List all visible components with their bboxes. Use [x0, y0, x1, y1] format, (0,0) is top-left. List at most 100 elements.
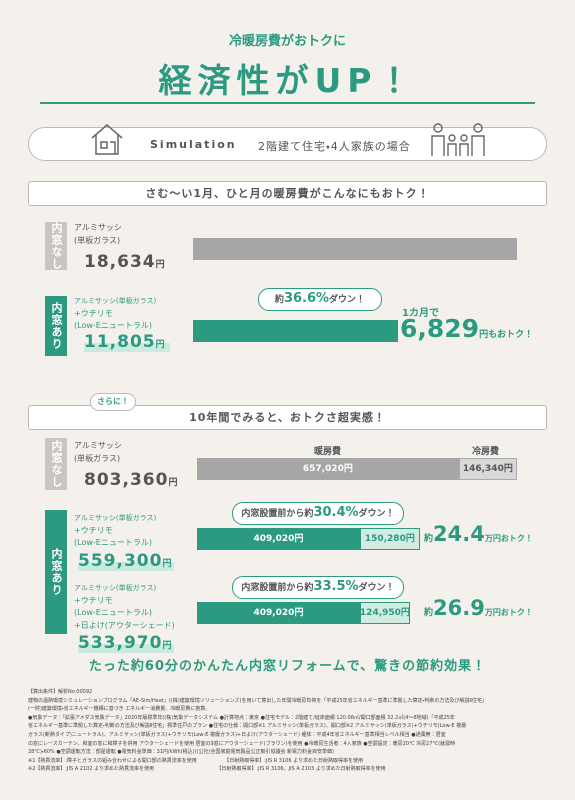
column-header: 冷房費: [472, 447, 500, 457]
cooling-bar: [359, 528, 420, 550]
value-text: 18,634円: [84, 252, 166, 272]
callout: 内窓設置前から約33.5%ダウン！: [232, 576, 404, 599]
product-line: +日よけ(アウターシェード): [74, 620, 175, 630]
column-header: 暖房費: [314, 447, 342, 457]
callout-suffix: ダウン！: [358, 509, 395, 519]
value: 533,970: [78, 633, 163, 653]
callout-value: 30.4%: [313, 505, 359, 520]
value-text: 803,360円: [84, 470, 178, 490]
product-name: アルミサッシ(単板ガラス) +ウチリモ (Low-Eニュートラル): [74, 512, 156, 550]
unit: 円: [155, 260, 166, 270]
heating-bar: [197, 458, 459, 480]
conclusion: たった約60分のかんたん内窓リフォームで、驚きの節約効果！: [88, 659, 487, 674]
value-text: 11,805円: [84, 332, 170, 352]
product-line: (Low-Eニュートラル): [74, 321, 152, 330]
saving-prefix: 1カ月で: [402, 308, 439, 319]
callout-prefix: 内窓設置前から約: [241, 509, 314, 519]
side-label: 内窓なし: [45, 438, 67, 490]
house-icon: [91, 124, 123, 155]
bar-label: 409,020円: [253, 534, 304, 544]
heating-bar: [197, 602, 360, 624]
side-label: 内窓なし: [45, 222, 67, 270]
simulation-text: 2階建て住宅・4人家族の場合: [258, 140, 411, 153]
unit: 円: [162, 641, 173, 651]
product-line: アルミサッシ(単板ガラス): [74, 584, 157, 592]
saving: 6,829円もおトク！: [400, 314, 533, 343]
cost-bar: [193, 238, 517, 260]
unit: 円: [162, 558, 173, 569]
note-line: ※1【熱貫流率】:障子とガラスの組み合わせによる開口部の熱貫流率を使用 【日射熱…: [28, 757, 363, 764]
note-line: の窓にレースカーテン、和室の窓に和障子を併用 アウターシェードを使用 居室の9窓…: [28, 740, 456, 747]
product-line: アルミサッシ: [74, 223, 122, 232]
unit: 円: [168, 478, 179, 488]
value-text: 533,970円: [78, 633, 174, 653]
callout-suffix: ダウン！: [358, 583, 395, 593]
bar-label: 657,020円: [302, 464, 353, 474]
side-label: 内窓あり: [45, 296, 67, 356]
note-line: 建物の温熱環境シミュレーションプログラム「AE-Sim/Heat」((株)建築環…: [28, 697, 487, 704]
value: 559,300: [78, 550, 163, 571]
saving-prefix: 約: [424, 608, 434, 618]
value: 18,634: [84, 252, 156, 272]
bar-label: 146,340円: [462, 464, 513, 474]
value-text: 559,300円: [78, 550, 174, 571]
unit: 円: [155, 340, 166, 350]
saving: 約26.9万円おトク！: [424, 596, 533, 620]
product-line: (単板ガラス): [74, 235, 121, 245]
callout-prefix: 内窓設置前から約: [241, 583, 314, 593]
note-line: ※2【熱貫流率】:JIS A 2102 より求めた熱貫流率を使用 【日射熱取得率…: [28, 766, 386, 773]
subtitle: 冷暖房費がおトクに: [228, 34, 346, 49]
saving-suffix: 円もおトク！: [479, 330, 534, 340]
note-line: (一財)建築環境・省エネルギー機構に基づき エネルギー消費量、冷暖房費に換算。: [28, 706, 211, 713]
callout-value: 36.6%: [283, 291, 330, 306]
cooling-bar: [458, 458, 517, 480]
note-line: 省エネルギー基準に準拠した算定・判断の方法及び解説Ⅱ住宅」標準住戸のプラン ●住…: [28, 723, 467, 730]
divider: [40, 102, 535, 104]
note-line: ガラス(断熱タイプ)ニュートラル)、アルミサッシ(単板ガラス)+ウチリモ(Low…: [28, 731, 446, 738]
value: 11,805: [84, 332, 156, 352]
note-line: ●気象データ：「拡張アメダス気象データ」2020年版標準年((株)気象データシス…: [28, 714, 455, 721]
bar-label: 409,020円: [253, 608, 304, 618]
product-line: アルミサッシ: [74, 441, 122, 450]
heating-bar: [197, 528, 360, 550]
product-line: (Low-Eニュートラル): [74, 608, 152, 617]
product-name: アルミサッシ (単板ガラス): [74, 440, 122, 465]
product-line: +ウチリモ: [74, 308, 113, 318]
product-line: アルミサッシ(単板ガラス): [74, 514, 157, 522]
product-line: アルミサッシ(単板ガラス): [74, 297, 157, 305]
callout-value: 33.5%: [313, 579, 359, 594]
cost-bar: [193, 320, 399, 342]
saving-value: 24.4: [433, 522, 485, 546]
saving: 約24.4万円おトク！: [424, 522, 533, 546]
monthly-heading: さむ〜い1月、ひと月の暖房費がこんなにもおトク！: [28, 181, 547, 206]
title: 経済性がUP！: [158, 61, 417, 100]
side-label: 内窓あり: [45, 510, 67, 634]
saving-prefix: 約: [424, 534, 434, 544]
badge: さらに！: [90, 393, 136, 411]
product-name: アルミサッシ(単板ガラス) +ウチリモ (Low-Eニュートラル) +日よけ(アウター…: [74, 582, 175, 632]
callout: 約36.6%ダウン！: [258, 288, 382, 311]
saving-suffix: 万円おトク！: [484, 608, 533, 617]
product-line: +ウチリモ: [74, 525, 113, 535]
product-name: アルミサッシ (単板ガラス): [74, 222, 122, 247]
bar-label: 124,950円: [359, 608, 410, 618]
callout-prefix: 約: [274, 295, 284, 305]
callout-suffix: ダウン！: [329, 295, 366, 305]
simulation-label: Simulation: [150, 138, 237, 151]
product-line: +ウチリモ: [74, 595, 113, 605]
cooling-bar: [359, 602, 410, 624]
value: 803,360: [84, 470, 169, 490]
family-icon: [431, 123, 485, 156]
saving-value: 26.9: [433, 596, 485, 620]
bar-label: 150,280円: [364, 534, 415, 544]
notes: 【算出条件】解析No.00092 建物の温熱環境シミュレーションプログラム「AE-…: [28, 688, 487, 774]
note-line: 28℃)・60% ●空調運転方法：部屋運転 ●電気料金単価：31円/kWh(税込…: [28, 749, 335, 756]
callout: 内窓設置前から約30.4%ダウン！: [232, 502, 404, 525]
note-line: 【算出条件】解析No.00092: [28, 689, 93, 695]
product-line: (単板ガラス): [74, 453, 121, 463]
product-name: アルミサッシ(単板ガラス) +ウチリモ (Low-Eニュートラル): [74, 295, 156, 333]
product-line: (Low-Eニュートラル): [74, 538, 152, 547]
saving-suffix: 万円おトク！: [484, 534, 533, 543]
saving-value: 6,829: [400, 314, 480, 343]
